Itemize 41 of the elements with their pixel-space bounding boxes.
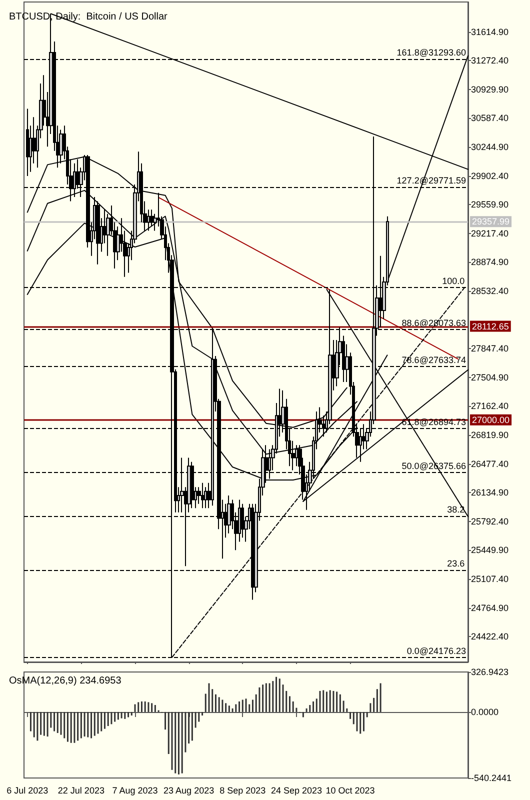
y-tick-label: 26819.90 xyxy=(471,430,509,440)
ref-line-label: 161.8@31293.60 xyxy=(396,47,466,58)
x-tick-label: 6 Jul 2023 xyxy=(6,786,48,796)
x-tick-label: 7 Aug 2023 xyxy=(112,786,158,796)
y-tick-label: 26477.40 xyxy=(471,458,509,469)
y-tick-label: 30244.90 xyxy=(471,142,509,152)
y-tick-label: 29217.40 xyxy=(471,228,509,238)
y-tick-label: 27162.40 xyxy=(471,401,509,412)
y-tick-label: 326.9423 xyxy=(471,667,509,677)
y-tick-label: 28532.40 xyxy=(471,286,509,296)
ref-line-label: 0.0@24176.23 xyxy=(406,646,466,656)
y-tick-label: 24422.40 xyxy=(471,632,509,642)
y-tick-label: 27847.40 xyxy=(471,344,509,354)
x-tick-label: 22 Jul 2023 xyxy=(58,786,104,796)
y-tick-label: 25792.40 xyxy=(471,516,509,526)
x-tick-label: 23 Aug 2023 xyxy=(164,786,214,796)
y-tick-label: -540.2441 xyxy=(471,773,512,783)
y-tick-label: 25449.90 xyxy=(471,545,509,556)
ref-line-label: 88.6@28073.63 xyxy=(402,318,466,328)
x-tick-label: 24 Sep 2023 xyxy=(270,786,322,796)
x-tick-label: 10 Oct 2023 xyxy=(326,786,375,796)
annotation: 23.6 xyxy=(447,558,465,568)
y-tick-label: 27504.90 xyxy=(471,372,509,382)
y-tick-label: 28874.90 xyxy=(471,257,509,268)
y-tick-label: 0.0000 xyxy=(471,706,499,717)
y-tick-label: 24764.90 xyxy=(471,602,509,613)
ref-line-label: 78.6@27633.74 xyxy=(402,355,466,366)
x-tick-label: 8 Sep 2023 xyxy=(220,786,266,796)
y-tick-label: 29902.40 xyxy=(471,170,509,181)
y-tick-label: 31272.40 xyxy=(471,56,509,66)
ref-line-label: 29357.99 xyxy=(472,216,510,227)
y-tick-label: 26134.90 xyxy=(471,488,509,498)
y-tick-label: 31614.90 xyxy=(471,26,509,37)
y-tick-label: 29559.90 xyxy=(471,200,509,210)
annotation: 100.0 xyxy=(442,276,465,286)
ref-line-label: 28112.65 xyxy=(472,321,509,332)
y-tick-label: 25107.40 xyxy=(471,574,509,584)
annotation: 38.2 xyxy=(447,504,465,514)
ref-line-label: 27000.00 xyxy=(472,414,510,425)
y-tick-label: 30587.40 xyxy=(471,113,509,124)
y-tick-label: 30929.90 xyxy=(471,84,509,94)
